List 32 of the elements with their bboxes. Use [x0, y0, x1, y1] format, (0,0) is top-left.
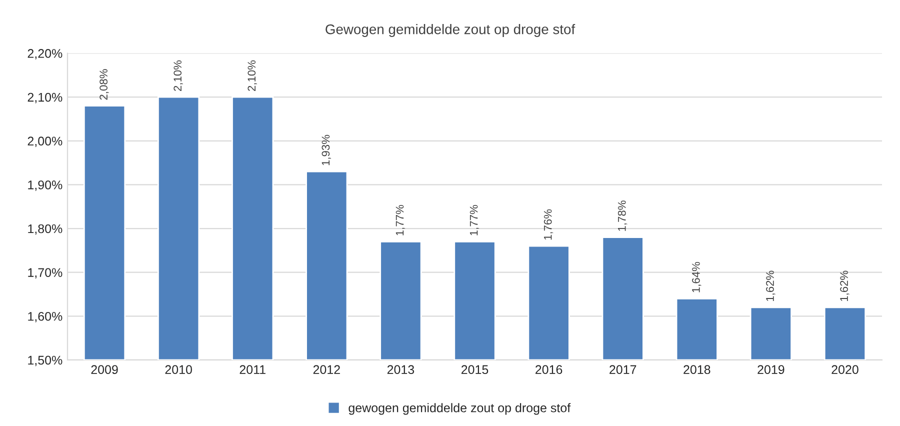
- x-tick-label: 2010: [165, 365, 192, 374]
- data-label: 2,08%: [100, 69, 109, 100]
- x-tick-label: 2020: [832, 365, 858, 374]
- data-label: 1,93%: [322, 134, 331, 166]
- data-label: 1,62%: [766, 270, 776, 301]
- chart-title: Gewogen gemiddelde zout op droge stof: [326, 24, 576, 37]
- y-tick-label: 2,20%: [28, 49, 62, 60]
- data-label: 1,77%: [396, 205, 405, 236]
- x-tick-label: 2013: [387, 365, 414, 374]
- data-label: 1,64%: [692, 262, 702, 292]
- x-tick-label: 2019: [758, 365, 784, 374]
- x-tick-label: 2018: [684, 365, 710, 374]
- x-tick-label: 2017: [610, 365, 636, 374]
- y-tick-label: 1,50%: [28, 356, 62, 366]
- x-tick-label: 2012: [313, 365, 340, 374]
- y-tick-label: 2,10%: [28, 92, 62, 104]
- data-label: 1,76%: [544, 209, 554, 240]
- y-tick-label: 1,80%: [28, 224, 62, 235]
- x-tick-label: 2015: [461, 365, 488, 374]
- legend-label: gewogen gemiddelde zout op droge stof: [348, 403, 571, 415]
- data-label: 1,78%: [618, 200, 628, 231]
- data-label: 1,62%: [840, 270, 850, 301]
- x-tick-label: 2011: [240, 365, 266, 374]
- x-tick-label: 2009: [91, 365, 118, 374]
- data-label: 2,10%: [248, 60, 257, 91]
- data-label: 2,10%: [174, 60, 183, 91]
- x-tick-label: 2016: [536, 365, 562, 374]
- y-tick-label: 1,60%: [28, 312, 62, 322]
- y-tick-label: 1,70%: [28, 268, 62, 278]
- data-label: 1,77%: [470, 205, 480, 236]
- y-tick-label: 1,90%: [28, 180, 62, 191]
- y-tick-label: 2,00%: [28, 136, 62, 148]
